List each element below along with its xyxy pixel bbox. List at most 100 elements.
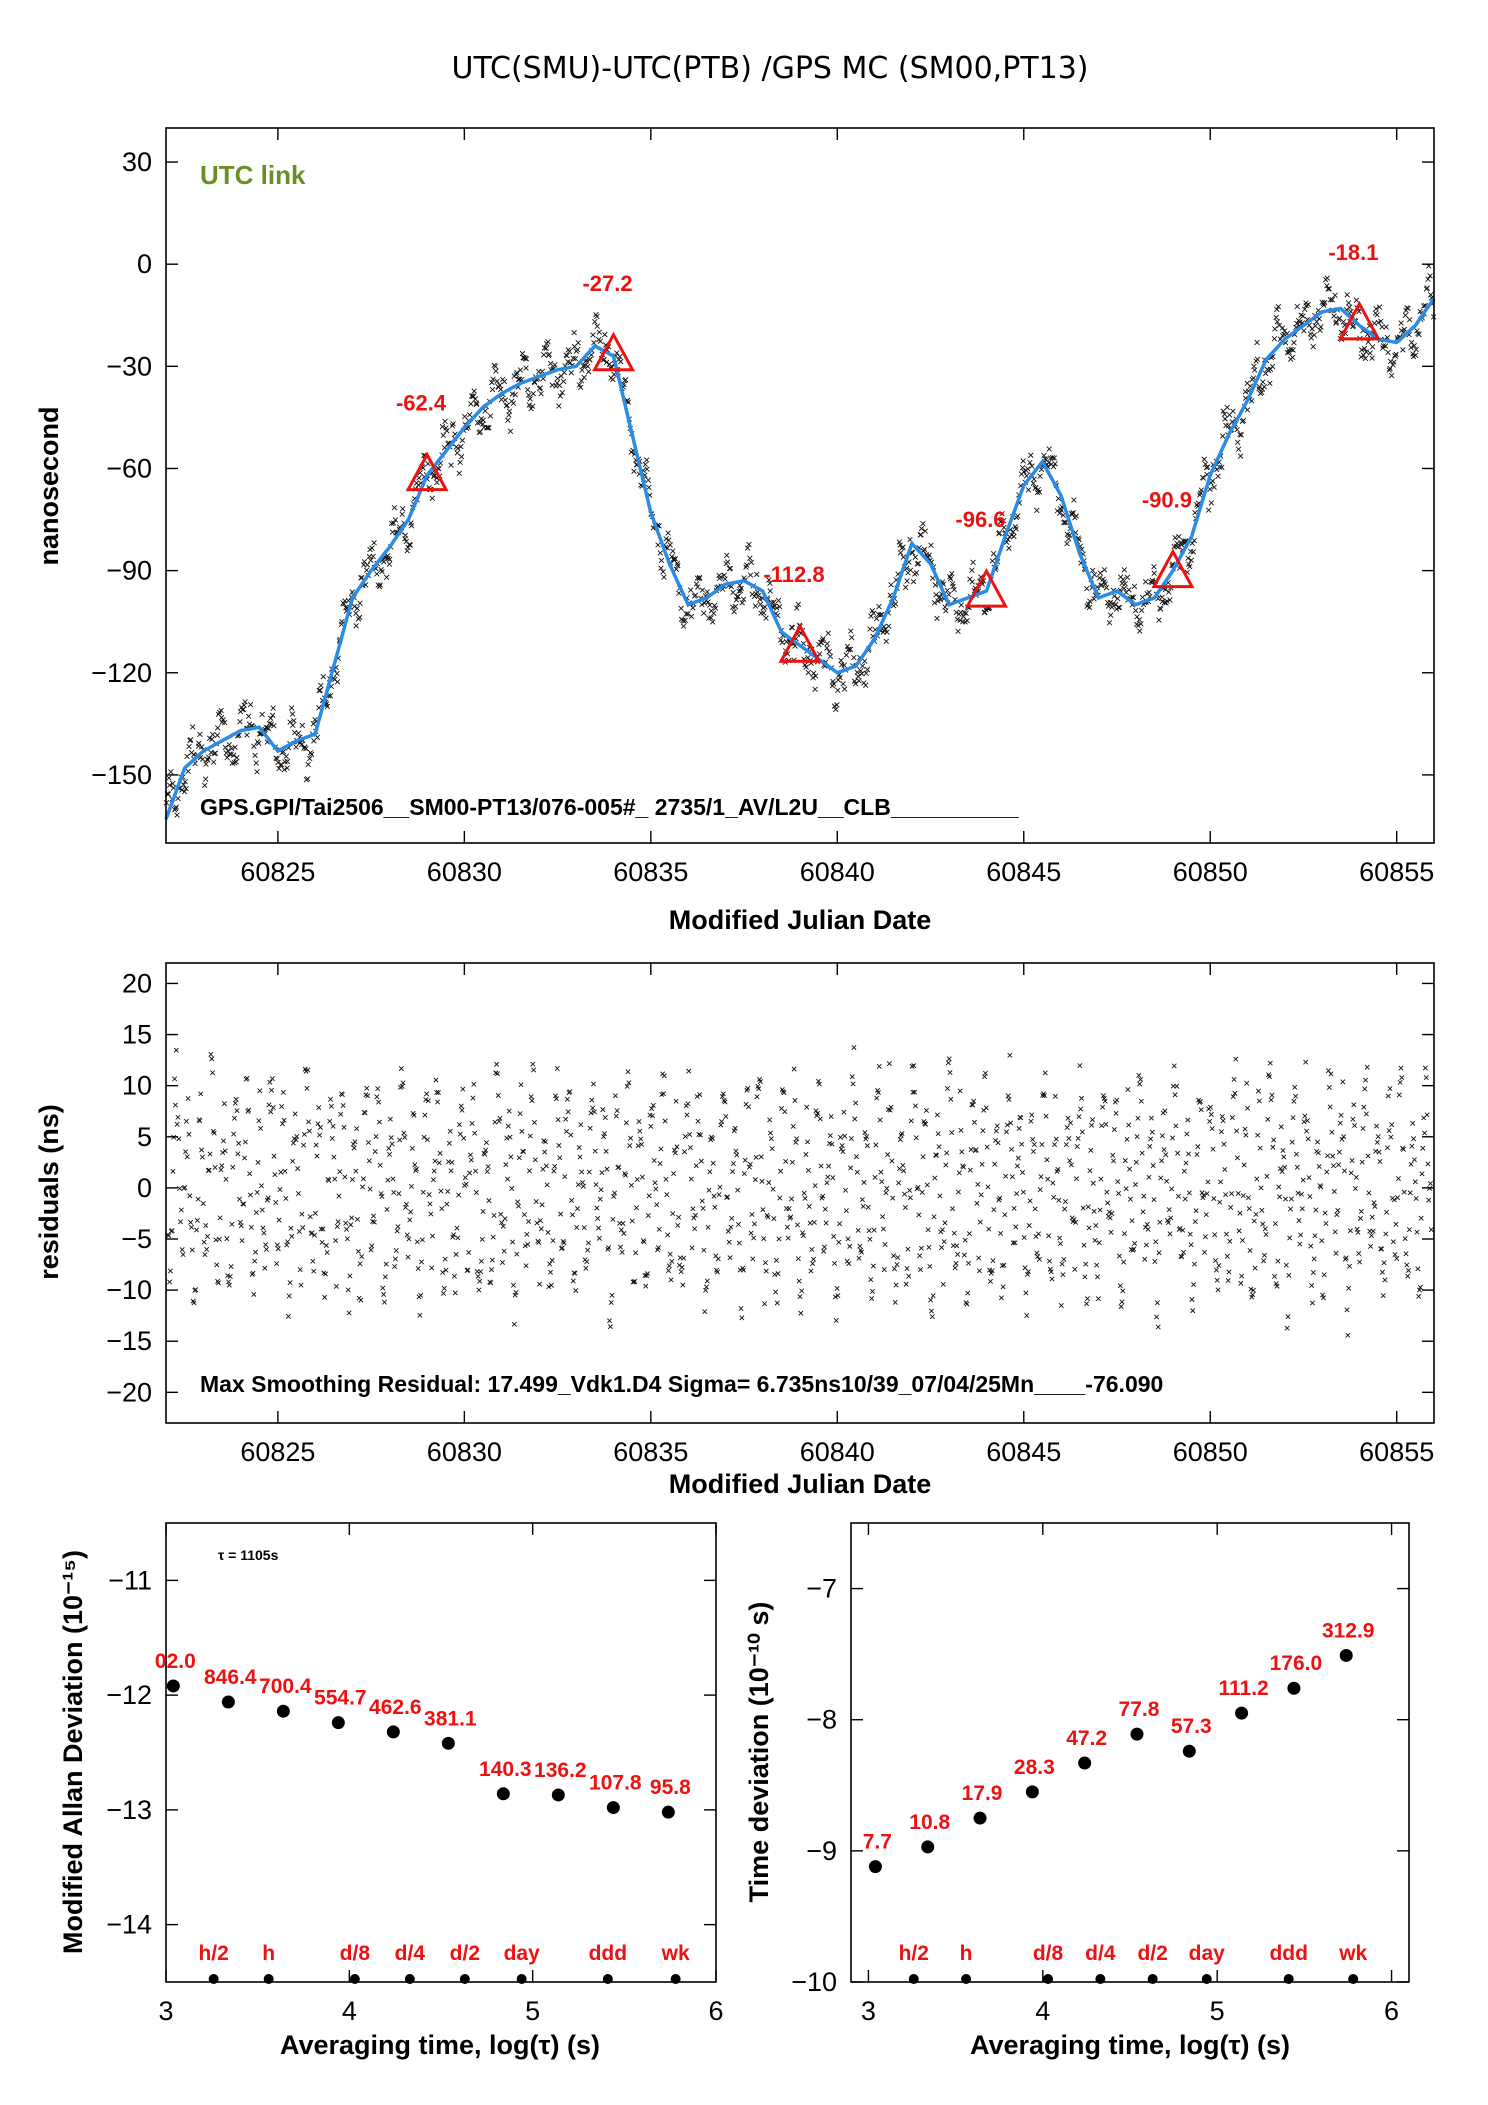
residual-point (1141, 1193, 1147, 1199)
residual-point (287, 1280, 293, 1286)
residual-point (696, 1131, 702, 1137)
residual-point (1121, 1231, 1128, 1237)
residual-point (452, 1290, 458, 1296)
main-data-point (484, 425, 490, 431)
residual-point (215, 1280, 221, 1286)
main-data-point (1386, 367, 1393, 373)
residual-point (1124, 1136, 1130, 1142)
residual-point (426, 1192, 432, 1198)
main-data-point (734, 594, 740, 600)
main-data-point (304, 776, 311, 782)
residuals-annotation: Max Smoothing Residual: 17.499_Vdk1.D4 S… (200, 1371, 1163, 1397)
residual-point (327, 1118, 333, 1124)
residual-point (648, 1123, 654, 1129)
residual-point (869, 1295, 875, 1301)
main-data-point (592, 319, 598, 325)
residual-point (781, 1090, 787, 1096)
main-data-point (699, 587, 706, 593)
residual-point (312, 1232, 318, 1238)
residual-point (1376, 1149, 1382, 1155)
residual-point (183, 1149, 189, 1155)
residual-point (883, 1190, 889, 1196)
residual-point (326, 1177, 332, 1183)
residual-point (573, 1288, 579, 1294)
main-data-point (1037, 473, 1043, 479)
residual-point (1268, 1097, 1274, 1103)
x-tick-label-2: 60835 (613, 1437, 688, 1467)
main-data-point (379, 568, 385, 575)
main-data-point (284, 765, 290, 771)
main-data-point (579, 367, 585, 373)
residual-point (456, 1192, 462, 1198)
residual-point (503, 1162, 509, 1168)
main-data-point (270, 705, 276, 711)
residual-point (994, 1123, 1000, 1129)
main-smooth-line (164, 297, 1436, 820)
residual-point (732, 1125, 738, 1131)
residual-point (191, 1300, 197, 1306)
main-data-point (276, 765, 282, 772)
main-data-point (969, 567, 975, 573)
residual-point (236, 1196, 243, 1202)
residual-point (979, 1161, 985, 1167)
residual-point (328, 1103, 334, 1109)
main-data-point (543, 345, 549, 352)
residual-point (1422, 1130, 1428, 1136)
residual-point (1125, 1087, 1131, 1093)
residual-point (451, 1232, 457, 1238)
main-data-point (1111, 593, 1118, 599)
residual-point (773, 1289, 779, 1295)
residual-point (572, 1270, 578, 1276)
residual-point (980, 1128, 986, 1134)
main-data-point (514, 370, 520, 376)
residual-point (1002, 1212, 1008, 1218)
residual-point (633, 1205, 640, 1211)
residual-point (375, 1086, 381, 1092)
residual-point (447, 1128, 453, 1134)
residual-point (1089, 1122, 1095, 1128)
residual-point (641, 1239, 647, 1245)
tdev-point-label-3: 28.3 (1014, 1756, 1055, 1779)
residual-point (1401, 1189, 1407, 1195)
residual-point (1234, 1128, 1240, 1134)
residual-point (1225, 1277, 1231, 1283)
residual-point (1068, 1162, 1074, 1168)
residual-point (494, 1071, 500, 1077)
main-data-point (1379, 324, 1385, 330)
residual-point (173, 1047, 179, 1053)
main-data-point (1251, 367, 1258, 373)
residual-point (482, 1151, 488, 1157)
y-tick-label-4: 0 (137, 1173, 152, 1203)
residual-point (508, 1154, 514, 1160)
y-tick-label-0: −7 (806, 1574, 837, 1604)
residual-point (855, 1227, 861, 1233)
residual-point (1133, 1159, 1139, 1165)
residual-point (1046, 1233, 1052, 1239)
residual-point (1339, 1136, 1345, 1142)
main-data-point (944, 587, 951, 594)
residual-point (700, 1205, 706, 1211)
residual-point (906, 1273, 912, 1279)
main-data-point (169, 780, 176, 787)
residual-point (730, 1161, 736, 1167)
main-data-point (566, 348, 573, 355)
residual-point (1331, 1163, 1337, 1169)
residual-point (1398, 1065, 1404, 1071)
residual-point (1392, 1251, 1398, 1258)
residual-point (928, 1297, 934, 1303)
y-tick-label-1: 15 (122, 1020, 152, 1050)
residual-point (859, 1249, 865, 1255)
residual-point (238, 1223, 244, 1229)
residual-point (579, 1169, 585, 1175)
residual-point (1065, 1115, 1071, 1121)
residual-point (1356, 1250, 1362, 1257)
residual-point (569, 1197, 575, 1203)
residual-point (918, 1267, 924, 1273)
main-data-point (1191, 537, 1197, 544)
residual-point (984, 1144, 990, 1150)
residual-point (306, 1119, 312, 1125)
residual-point (1337, 1120, 1343, 1126)
residual-point (868, 1277, 874, 1283)
residual-point (1357, 1215, 1364, 1221)
main-data-point (268, 721, 275, 727)
